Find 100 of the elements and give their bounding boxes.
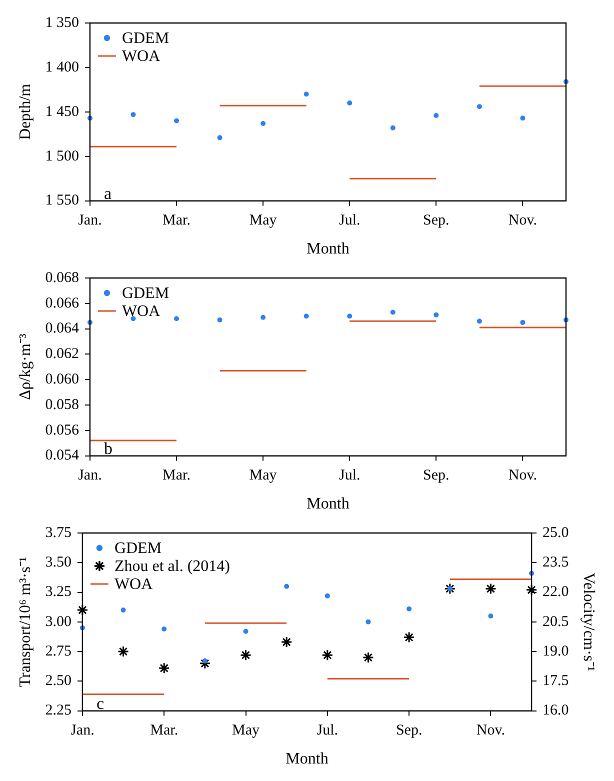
- x-tick-label: Sep.: [396, 722, 422, 739]
- y2-tick-label: 16.0: [542, 702, 569, 719]
- point: [130, 112, 136, 118]
- legend-label: GDEM: [122, 285, 170, 302]
- x-tick-label: Jul.: [316, 722, 338, 739]
- y-tick-label: 0.060: [45, 372, 79, 388]
- point: [390, 310, 396, 315]
- annotation: a: [104, 184, 112, 203]
- x-tick-label: Jan.: [70, 722, 94, 739]
- point: [174, 316, 180, 322]
- point: [347, 100, 352, 106]
- y-tick-label: 0.064: [45, 320, 80, 337]
- y-tick-label: 1 400: [45, 59, 79, 76]
- point: [403, 632, 415, 644]
- point: [476, 318, 482, 324]
- y-tick-label: 3.75: [45, 524, 72, 541]
- point: [476, 104, 482, 110]
- point: [324, 593, 330, 598]
- x-tick-label: Sep.: [423, 212, 450, 229]
- point: [488, 613, 494, 618]
- x-tick-label: May: [232, 722, 260, 739]
- y-tick-label: 1 350: [45, 14, 79, 31]
- point: [444, 582, 456, 594]
- point: [484, 582, 496, 594]
- point: [240, 649, 252, 661]
- y-axis-title: Transport/10⁶ m³·s⁻¹: [16, 556, 34, 688]
- y-tick-label: 0.058: [45, 396, 79, 413]
- point: [434, 112, 439, 118]
- y-tick-label: 0.056: [45, 422, 80, 438]
- legend-label: WOA: [122, 48, 161, 66]
- y2-tick-label: 20.5: [542, 614, 569, 630]
- y2-tick-label: 19.0: [542, 643, 569, 660]
- x-tick-label: May: [249, 468, 278, 484]
- point: [520, 320, 526, 325]
- x-axis-title: Month: [306, 496, 350, 513]
- y-tick-label: 0.054: [45, 448, 80, 464]
- point: [366, 619, 371, 624]
- y-axis-title: Depth/m: [16, 83, 34, 140]
- y-tick-label: 3.00: [45, 614, 72, 630]
- point: [260, 120, 266, 126]
- x-axis-title: Month: [306, 240, 350, 258]
- point: [243, 628, 248, 634]
- y2-tick-label: 25.0: [542, 524, 569, 541]
- point: [434, 312, 439, 318]
- point: [76, 604, 88, 616]
- y-tick-label: 0.068: [45, 270, 79, 286]
- point: [447, 586, 452, 592]
- point: [162, 626, 167, 632]
- x-tick-label: Nov.: [476, 722, 506, 739]
- point: [304, 92, 309, 97]
- point: [118, 646, 130, 658]
- x-tick-label: Mar.: [162, 212, 190, 229]
- legend-label: GDEM: [114, 540, 162, 558]
- point: [362, 652, 374, 664]
- point: [390, 125, 396, 130]
- legend-label: WOA: [122, 303, 161, 320]
- legend-label: GDEM: [122, 30, 170, 48]
- y-axis-title: Δρ/kg·m⁻³: [16, 334, 34, 400]
- y-tick-label: 1 450: [45, 104, 79, 120]
- y-tick-label: 0.062: [45, 346, 79, 362]
- y-tick-label: 2.50: [45, 673, 72, 690]
- point: [322, 649, 334, 661]
- y2-tick-label: 22.0: [542, 584, 569, 600]
- x-tick-label: Jan.: [78, 212, 102, 229]
- point: [520, 116, 526, 121]
- y-tick-label: 2.75: [45, 643, 72, 660]
- x-tick-label: Nov.: [508, 468, 538, 484]
- point: [304, 314, 309, 319]
- annotation: c: [96, 694, 104, 713]
- point: [120, 608, 126, 613]
- x-tick-label: Mar.: [162, 468, 190, 484]
- x-tick-label: Nov.: [508, 212, 538, 229]
- point: [217, 135, 222, 140]
- annotation: b: [104, 438, 112, 458]
- y-tick-label: 2.25: [45, 702, 72, 719]
- y2-axis-title: Velocity/cm·s⁻¹: [580, 572, 598, 672]
- point: [280, 636, 292, 648]
- point: [406, 606, 412, 612]
- x-tick-label: Jul.: [338, 212, 360, 229]
- x-tick-label: Jan.: [78, 468, 102, 484]
- point: [130, 316, 136, 322]
- x-axis-title: Month: [286, 750, 328, 768]
- y-tick-label: 0.066: [45, 295, 80, 312]
- point: [158, 662, 170, 674]
- point: [217, 317, 222, 322]
- point: [284, 584, 290, 589]
- y2-tick-label: 23.5: [542, 554, 569, 571]
- y-tick-label: 3.25: [45, 584, 72, 600]
- point: [526, 584, 538, 596]
- x-tick-label: May: [249, 212, 278, 229]
- point: [199, 658, 211, 670]
- x-tick-label: Mar.: [150, 722, 178, 739]
- point: [202, 658, 208, 664]
- y-tick-label: 1 550: [45, 192, 79, 209]
- y2-tick-label: 17.5: [542, 673, 569, 690]
- point: [347, 314, 352, 319]
- x-tick-label: Jul.: [338, 468, 360, 484]
- legend-label: WOA: [114, 576, 154, 594]
- y-tick-label: 1 500: [45, 148, 79, 164]
- x-tick-label: Sep.: [423, 468, 450, 484]
